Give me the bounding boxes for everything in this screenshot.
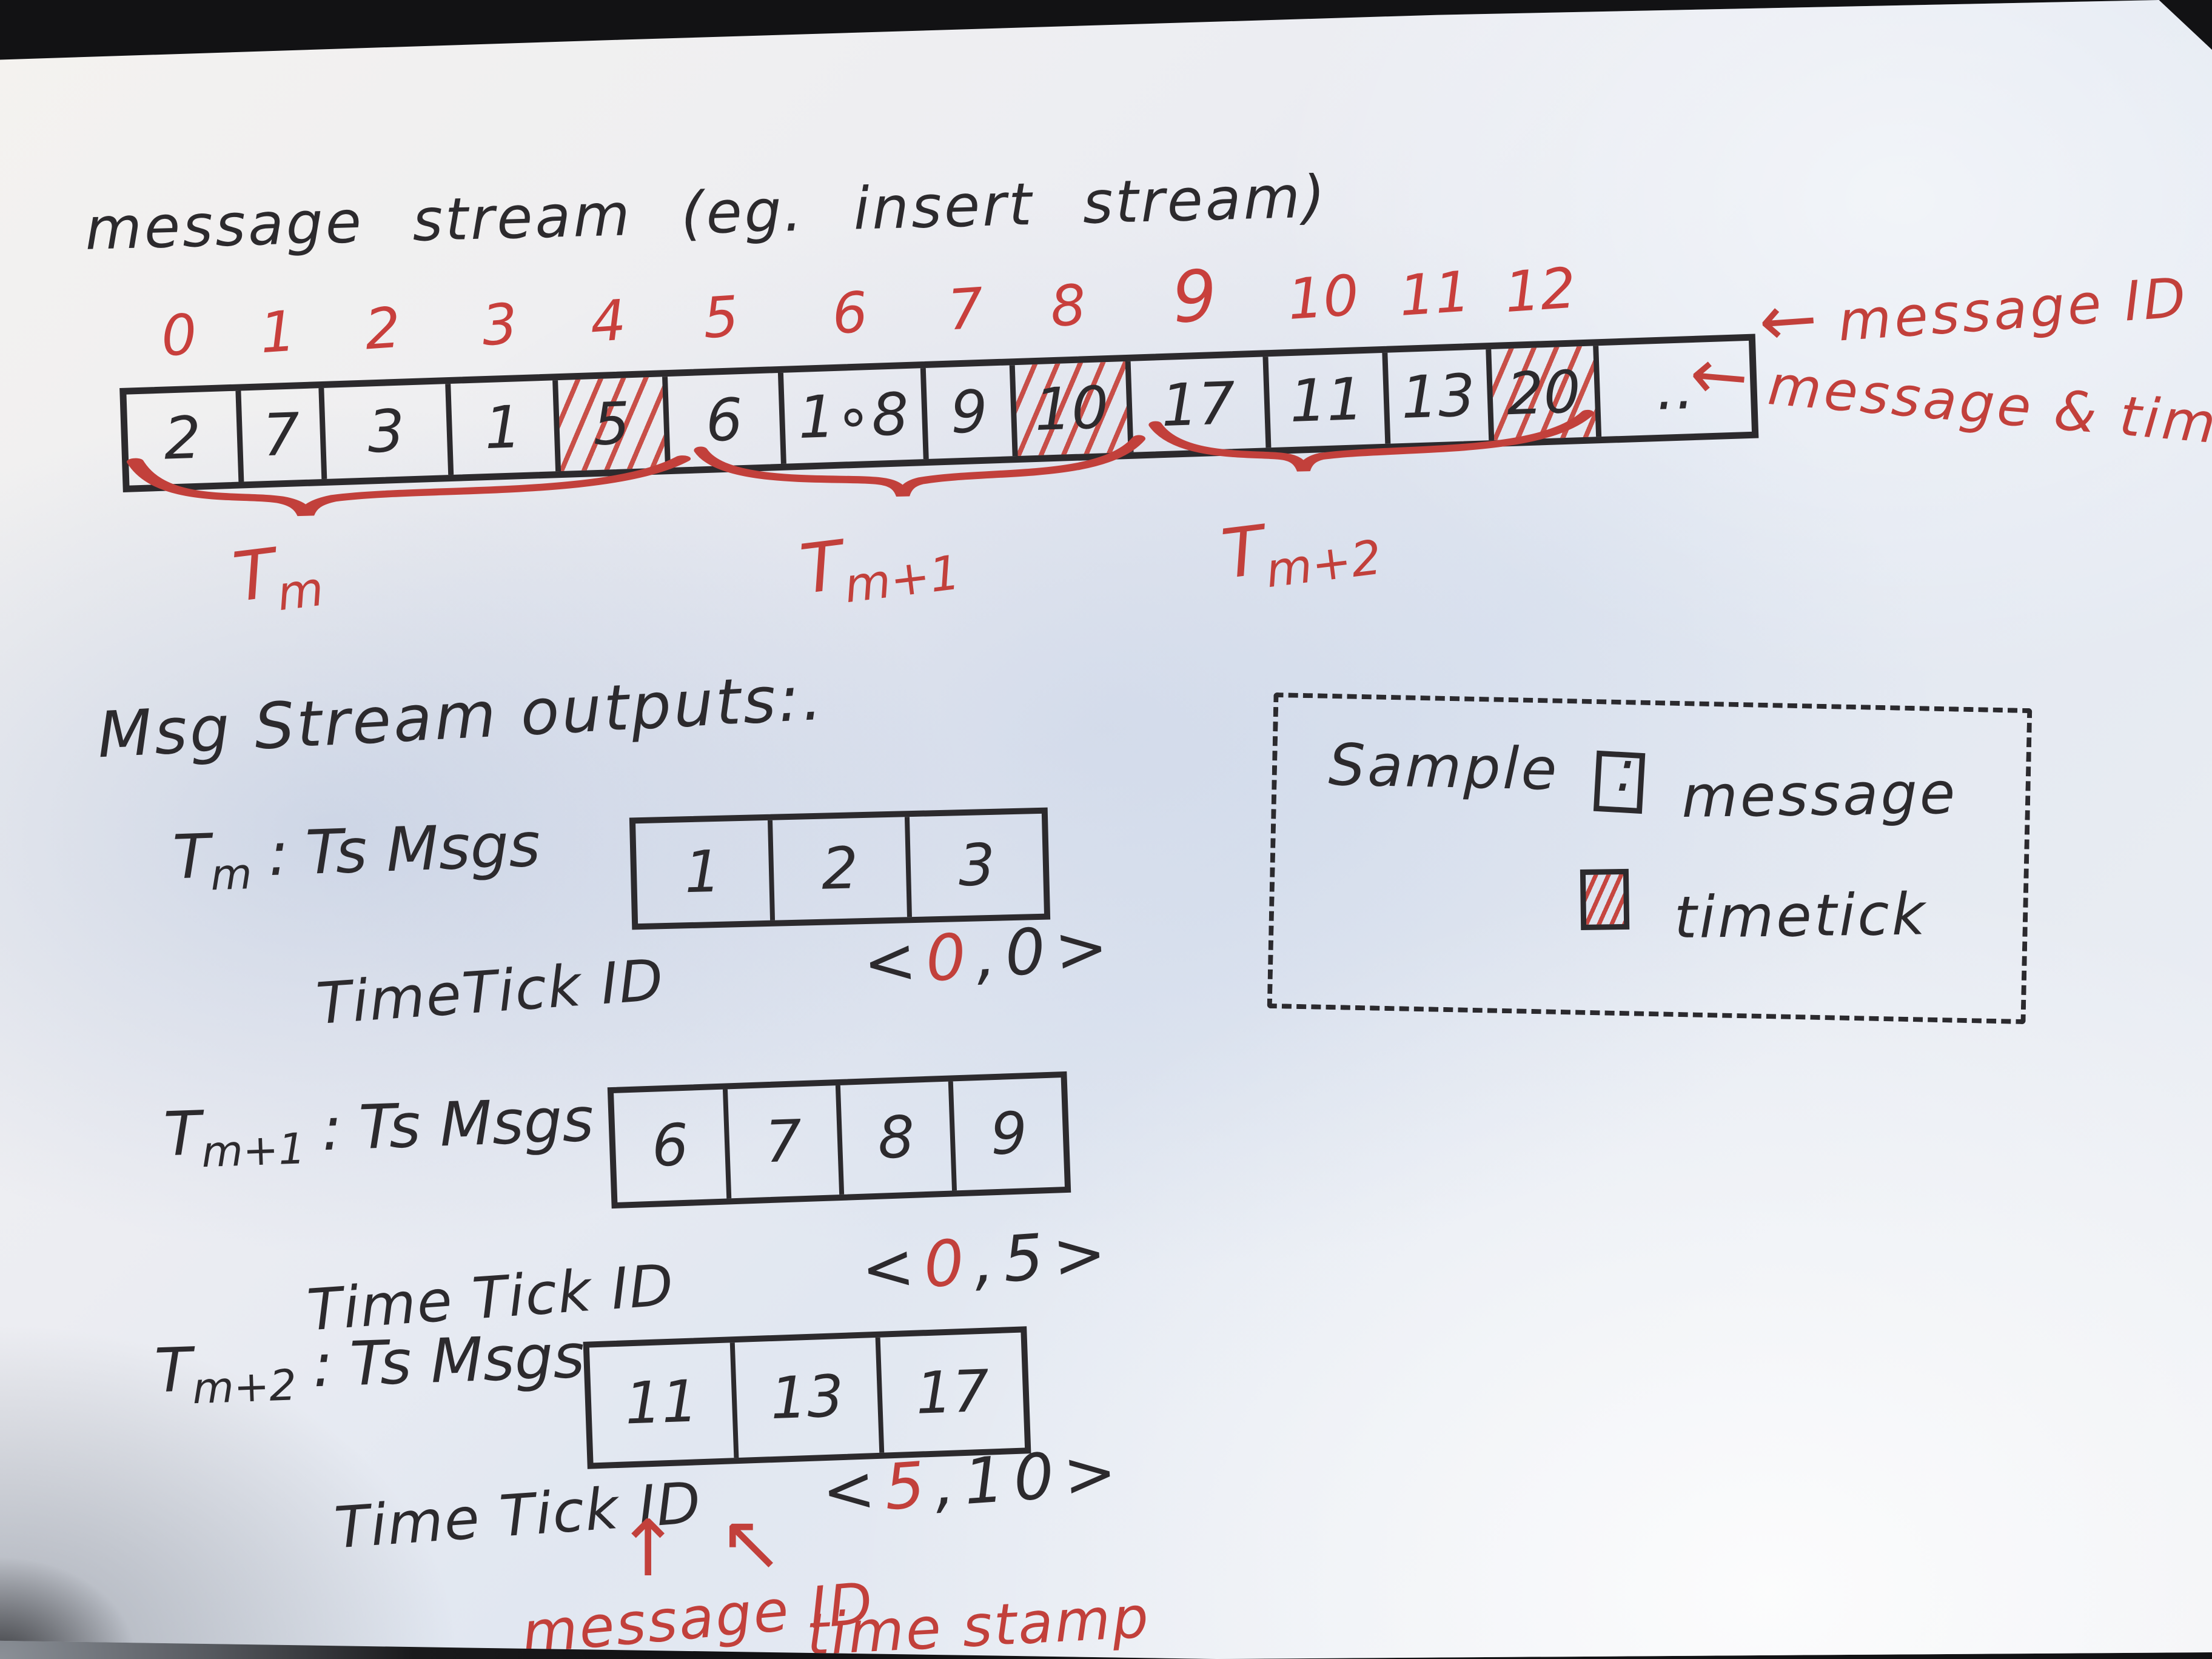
timetick-label: TimeTick ID — [314, 947, 666, 1038]
msg-cell: 9 — [948, 1078, 1065, 1191]
group-label-sub: m+1 — [841, 545, 964, 614]
comma: , — [931, 1445, 967, 1521]
message-id-label: 6 — [830, 280, 870, 347]
up-arrow-icon: ↑ — [615, 1504, 681, 1594]
comma: , — [973, 916, 1008, 993]
message-id-label: 11 — [1397, 259, 1473, 329]
message-id-label: 0 — [159, 301, 199, 369]
row-kind: Ts Msgs — [349, 1320, 586, 1400]
group-label-tm2: Tm+2 — [1218, 497, 1384, 598]
timetick-msg-id: 0 — [921, 1224, 976, 1302]
message-id-label: 5 — [700, 284, 741, 351]
group-brace-icon — [126, 455, 691, 517]
row-t: Tm+2 — [153, 1330, 297, 1413]
row-t-sub: m+1 — [200, 1124, 307, 1178]
group-label-sub: m — [274, 561, 327, 622]
message-id-label: 3 — [480, 291, 520, 359]
message-id-label: 10 — [1285, 263, 1361, 333]
msg-cell: 7 — [722, 1085, 840, 1199]
timetick-msg-id: 5 — [882, 1447, 937, 1525]
angle-close: > — [1052, 908, 1120, 987]
annotation-label: message ID — [1835, 266, 2191, 354]
msg-cell: 3 — [904, 813, 1044, 917]
angle-close: > — [1061, 1433, 1128, 1512]
output-row-label-tm1: Tm+1 : Ts Msgs — [163, 1084, 595, 1178]
group-brace-icon — [694, 435, 1146, 497]
timetick-ts: 5 — [1000, 1219, 1056, 1297]
msg-cell: 17 — [875, 1332, 1025, 1453]
row-kind: Ts Msgs — [304, 809, 541, 888]
output-row-label-tm: Tm : Ts Msgs — [172, 809, 541, 900]
group-label-tm: Tm — [229, 529, 327, 622]
comma: , — [971, 1222, 1006, 1299]
row-t-base: T — [153, 1334, 193, 1407]
message-id-label: 12 — [1503, 255, 1578, 326]
message-id-label: 2 — [363, 295, 403, 363]
message-id-label: 4 — [588, 287, 628, 355]
timetick-ts: 0 — [1002, 913, 1058, 991]
annotation-message-timestamp: ← message & timstamp — [1686, 333, 2212, 477]
row-colon: : — [320, 1093, 344, 1165]
timetick-square-icon — [1580, 868, 1630, 931]
left-arrow-icon: ← — [1686, 332, 1752, 419]
message-id-label: 8 — [1048, 272, 1088, 340]
row-t-base: T — [163, 1098, 203, 1170]
row-colon: : — [311, 1329, 335, 1401]
msg-cell: 2 — [768, 817, 907, 920]
row-t-sub: m+2 — [191, 1360, 298, 1414]
timetick-ts: 10 — [961, 1438, 1067, 1519]
msgs-box-tm: 1 2 3 — [629, 807, 1051, 930]
legend-box: Sample : message timetick — [1267, 692, 2033, 1025]
msg-cell: 8 — [835, 1081, 953, 1195]
msg-cell: 6 — [651, 1111, 690, 1180]
up-left-arrow-icon: ↖ — [719, 1498, 784, 1588]
message-id-label: 7 — [945, 275, 986, 343]
message-square-icon — [1593, 750, 1646, 814]
timetick-msg-id: 0 — [923, 919, 979, 996]
row-t: Tm+1 — [163, 1094, 306, 1177]
angle-open: < — [819, 1450, 888, 1529]
legend-item-message: message — [1681, 760, 1958, 831]
msg-cell: 11 — [623, 1368, 700, 1438]
group-label-sub: m+2 — [1262, 530, 1385, 599]
timetick-value: <0,5> — [859, 1215, 1118, 1307]
message-id-label: 9 — [1169, 254, 1220, 340]
row-t-sub: m — [209, 849, 253, 900]
group-label-base: T — [1218, 511, 1269, 595]
legend-title-text: Sample — [1327, 731, 1560, 803]
group-brace-icon — [1148, 409, 1594, 472]
row-kind: Ts Msgs — [358, 1084, 595, 1164]
msg-cell: 1 — [683, 838, 722, 906]
page-title: message stream (eg. insert stream) — [84, 163, 1329, 263]
row-colon: : — [267, 817, 290, 890]
outputs-heading: Msg Stream outputs:. — [95, 660, 826, 773]
group-label-base: T — [229, 534, 280, 618]
angle-open: < — [859, 1228, 927, 1307]
annotation-label: message & timstamp — [1765, 354, 2212, 473]
legend-item-timetick: timetick — [1674, 881, 1928, 952]
legend-title: Sample : — [1328, 732, 1639, 805]
output-row-label-tm2: Tm+2 : Ts Msgs — [153, 1320, 586, 1414]
group-label-tm1: Tm+1 — [796, 512, 963, 614]
message-id-label: 1 — [258, 298, 298, 366]
msg-cell: 13 — [729, 1338, 880, 1458]
angle-open: < — [860, 922, 929, 1000]
msgs-box-tm1: 6 7 8 9 — [607, 1071, 1071, 1209]
row-t: Tm — [172, 819, 253, 900]
angle-close: > — [1050, 1215, 1118, 1293]
timetick-line-tm: TimeTick ID <0,0> — [313, 909, 1120, 1039]
row-t-base: T — [172, 820, 212, 893]
group-label-base: T — [796, 526, 847, 610]
